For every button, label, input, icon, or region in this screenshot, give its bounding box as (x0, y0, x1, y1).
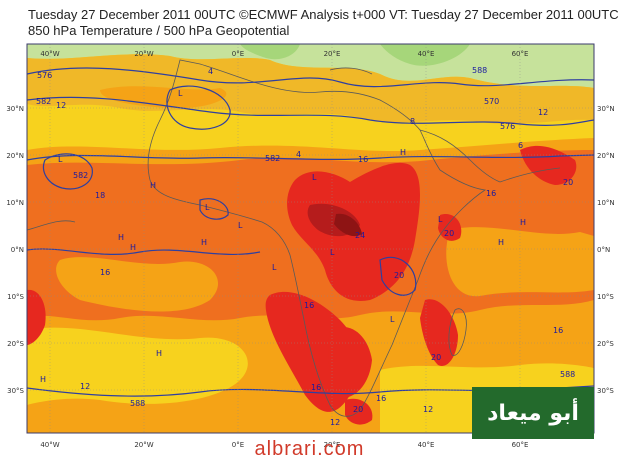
lat-label: 30°N (6, 105, 24, 113)
lat-axis-right: 30°N 20°N 10°N 0°N 10°S 20°S 30°S (597, 105, 615, 395)
coastlines (27, 59, 561, 417)
contour-label: 588 (130, 399, 145, 408)
low-center: L (205, 203, 210, 212)
graticule (27, 44, 594, 433)
lat-label: 10°N (6, 199, 24, 207)
site-watermark: albrari.com (254, 438, 365, 460)
contour-label: 12 (56, 101, 66, 110)
low-center: L (272, 263, 277, 272)
contour-labels: 576 582 12 582 4 8 588 570 12 576 6 4 16… (36, 66, 575, 427)
high-center: H (156, 349, 162, 358)
lat-label: 20°S (7, 340, 24, 348)
contour-label: 12 (80, 382, 90, 391)
lon-axis-top: 40°W 20°W 0°E 20°E 40°E 60°E (40, 50, 528, 58)
contour-label: 12 (538, 108, 548, 117)
lat-label: 30°S (7, 387, 24, 395)
high-center: H (201, 238, 207, 247)
contour-label: 18 (95, 191, 105, 200)
lon-label: 20°W (134, 441, 153, 449)
lon-label: 40°E (418, 441, 435, 449)
contour-label: 16 (304, 301, 314, 310)
contour-label: 16 (553, 326, 563, 335)
lat-label: 10°S (7, 293, 24, 301)
lat-label: 30°S (597, 387, 614, 395)
contour-label: 12 (423, 405, 433, 414)
low-center: L (238, 221, 243, 230)
lat-label: 30°N (597, 105, 615, 113)
contour-label: 20 (431, 353, 441, 362)
lat-label: 10°N (597, 199, 615, 207)
map-subtitle: 850 hPa Temperature / 500 hPa Geopotenti… (28, 23, 290, 38)
lat-label: 10°S (597, 293, 614, 301)
contour-label: 570 (484, 97, 499, 106)
low-center: L (58, 155, 63, 164)
contour-label: 20 (353, 405, 363, 414)
contour-label: 588 (560, 370, 575, 379)
contour-label: 12 (330, 418, 340, 427)
contour-label: 582 (265, 154, 280, 163)
high-center: H (498, 238, 504, 247)
contour-label: 582 (73, 171, 88, 180)
high-center: H (118, 233, 124, 242)
lat-label: 20°S (597, 340, 614, 348)
contour-label: 588 (472, 66, 487, 75)
lon-label: 20°E (324, 50, 341, 58)
high-center: H (130, 243, 136, 252)
low-center: L (438, 215, 443, 224)
lat-label: 0°N (597, 246, 610, 254)
map-frame (26, 43, 595, 434)
high-center: H (520, 218, 526, 227)
lat-label: 20°N (597, 152, 615, 160)
contour-label: 582 (36, 97, 51, 106)
low-center: L (330, 248, 335, 257)
contour-label: 16 (100, 268, 110, 277)
lon-label: 40°W (40, 50, 59, 58)
contour-label: 20 (444, 229, 454, 238)
high-center: H (40, 375, 46, 384)
lon-label: 40°W (40, 441, 59, 449)
contour-label: 4 (296, 150, 301, 159)
low-center: L (390, 315, 395, 324)
pressure-centers: L L H L H L H L H L H H L L H H L H (40, 89, 526, 384)
contour-label: 576 (500, 122, 515, 131)
low-center: L (312, 173, 317, 182)
lon-label: 20°E (324, 441, 341, 449)
contour-label: 8 (410, 117, 415, 126)
contour-label: 24 (355, 231, 365, 240)
high-center: H (400, 148, 406, 157)
low-center: L (178, 89, 183, 98)
author-logo: أبو ميعاد (472, 387, 594, 439)
geopotential-contours (27, 67, 594, 397)
contour-label: 4 (208, 67, 213, 76)
map-title: Tuesday 27 December 2011 00UTC ©ECMWF An… (28, 7, 619, 22)
lon-label: 0°E (232, 441, 244, 449)
contour-label: 16 (358, 155, 368, 164)
contour-label: 20 (394, 271, 404, 280)
lon-label: 0°E (232, 50, 244, 58)
contour-label: 20 (563, 178, 573, 187)
lat-label: 0°N (11, 246, 24, 254)
lon-label: 60°E (512, 441, 529, 449)
lon-label: 20°W (134, 50, 153, 58)
lon-axis-bottom: 40°W 20°W 0°E 20°E 40°E 60°E (40, 441, 528, 449)
contour-label: 16 (311, 383, 321, 392)
contour-label: 576 (37, 71, 52, 80)
contour-label: 6 (518, 141, 523, 150)
lat-axis-left: 30°N 20°N 10°N 0°N 10°S 20°S 30°S (6, 105, 24, 395)
lon-label: 40°E (418, 50, 435, 58)
temperature-field (27, 44, 594, 433)
lat-label: 20°N (6, 152, 24, 160)
contour-label: 16 (376, 394, 386, 403)
lon-label: 60°E (512, 50, 529, 58)
contour-label: 16 (486, 189, 496, 198)
high-center: H (150, 181, 156, 190)
